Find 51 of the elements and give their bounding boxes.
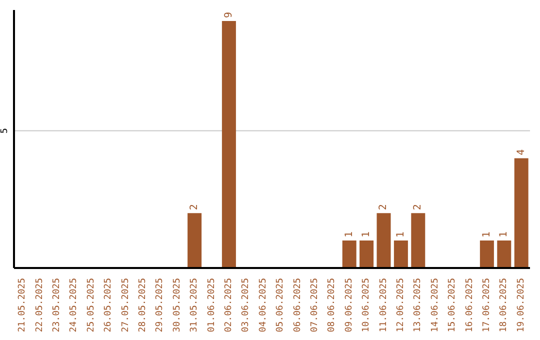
bar [376,213,391,268]
x-tick-label: 07.06.2025 [310,278,320,332]
x-tick-label: 18.06.2025 [499,278,510,332]
bar [394,240,408,268]
x-tick-label: 30.05.2025 [172,278,182,332]
x-tick-label: 12.06.2025 [396,278,406,332]
x-tick-label: 17.06.2025 [482,278,492,332]
x-tick-label: 29.05.2025 [155,278,166,332]
x-tick-label: 28.05.2025 [138,278,148,332]
x-tick-label: 19.06.2025 [516,278,526,332]
x-tick-label: 04.06.2025 [258,278,268,332]
x-tick-label: 24.05.2025 [69,278,80,332]
x-tick-label: 16.06.2025 [464,278,475,332]
data-label: 1 [481,232,492,238]
x-tick-label: 11.06.2025 [378,278,389,332]
x-tick-label: 14.06.2025 [430,278,440,332]
x-tick-label: 08.06.2025 [327,278,338,332]
x-tick-label: 31.05.2025 [190,278,200,332]
y-tick-label: 5 [0,128,10,134]
bar [497,240,512,268]
x-tick-label: 15.06.2025 [448,278,458,332]
x-tick-label: 03.06.2025 [241,278,252,332]
bar [222,20,236,268]
x-tick-label: 05.06.2025 [276,278,286,332]
bar [342,240,356,268]
bar [411,213,426,268]
x-tick-label: 22.05.2025 [34,278,45,332]
data-label: 9 [223,12,234,18]
data-label: 1 [498,232,510,238]
x-tick-label: 23.05.2025 [52,278,62,332]
bar [188,213,202,268]
data-label: 1 [395,232,406,238]
data-label: 4 [516,149,527,156]
bar [514,158,528,268]
x-tick-label: 13.06.2025 [413,278,424,332]
x-tick-label: 25.05.2025 [86,278,96,332]
bar [360,240,374,268]
x-tick-label: 26.05.2025 [104,278,114,332]
x-tick-label: 21.05.2025 [18,278,28,332]
data-label: 2 [412,204,424,210]
data-label: 1 [344,232,355,238]
bar [480,240,494,268]
data-label: 2 [378,204,390,210]
x-tick-label: 27.05.2025 [120,278,131,332]
x-tick-label: 09.06.2025 [344,278,354,332]
x-tick-label: 06.06.2025 [292,278,303,332]
x-tick-label: 02.06.2025 [224,278,234,332]
data-label: 1 [361,232,372,238]
x-tick-label: 01.06.2025 [206,278,217,332]
x-tick-label: 10.06.2025 [362,278,372,332]
data-label: 2 [189,204,200,210]
